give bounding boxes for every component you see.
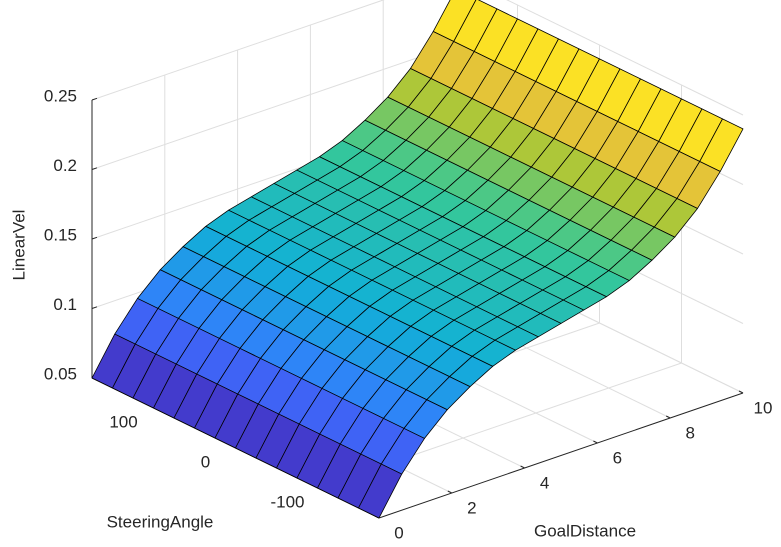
z-tick-label: 0.15 bbox=[44, 225, 77, 244]
tick-mark bbox=[593, 440, 598, 444]
y-axis-label: SteeringAngle bbox=[107, 512, 214, 531]
tick-mark bbox=[665, 415, 671, 419]
y-tick-label: -100 bbox=[270, 492, 304, 511]
y-tick-label: 0 bbox=[201, 452, 210, 471]
z-axis-label: LinearVel bbox=[9, 210, 28, 281]
z-tick-label: 0.05 bbox=[44, 364, 77, 383]
tick-mark bbox=[91, 306, 98, 309]
x-tick-label: 6 bbox=[613, 448, 622, 467]
x-tick-label: 0 bbox=[394, 523, 403, 542]
z-tick-label: 0.1 bbox=[53, 295, 77, 314]
y-tick-label: 100 bbox=[109, 412, 137, 431]
tick-mark bbox=[738, 390, 744, 394]
tick-mark bbox=[520, 465, 525, 469]
x-tick-label: 4 bbox=[540, 473, 549, 492]
axis-line bbox=[378, 392, 744, 519]
x-tick-label: 10 bbox=[754, 398, 773, 417]
x-axis-label: GoalDistance bbox=[534, 521, 636, 540]
tick-mark bbox=[91, 167, 98, 170]
tick-mark bbox=[447, 490, 453, 494]
z-tick-label: 0.2 bbox=[53, 156, 77, 175]
x-tick-label: 2 bbox=[467, 498, 476, 517]
grid-line bbox=[506, 0, 744, 116]
z-tick-label: 0.25 bbox=[44, 86, 77, 105]
tick-mark bbox=[91, 97, 98, 101]
tick-mark bbox=[91, 236, 98, 240]
x-tick-label: 8 bbox=[685, 423, 694, 442]
surface-patch bbox=[358, 463, 403, 519]
grid-line bbox=[91, 44, 457, 170]
grid-line bbox=[91, 0, 385, 101]
